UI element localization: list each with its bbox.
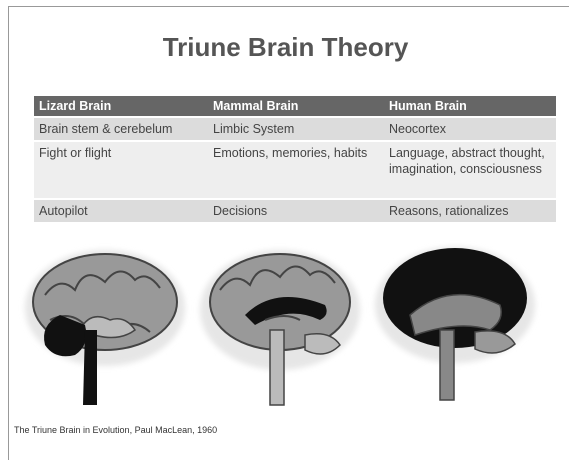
- cell: Reasons, rationalizes: [384, 200, 556, 222]
- cell: Autopilot: [34, 200, 208, 222]
- table-row: Fight or flight Emotions, memories, habi…: [34, 142, 556, 198]
- mammal-brain: [200, 250, 360, 406]
- caption: The Triune Brain in Evolution, Paul MacL…: [14, 425, 218, 435]
- header-cell: Lizard Brain: [34, 96, 208, 116]
- header-row: Lizard Brain Mammal Brain Human Brain: [34, 96, 556, 116]
- title: Triune Brain Theory: [162, 32, 409, 62]
- table-row: Brain stem & cerebelum Limbic System Neo…: [34, 118, 556, 140]
- cell: Language, abstract thought, imagination,…: [384, 142, 556, 198]
- cell: Emotions, memories, habits: [208, 142, 384, 198]
- brain-illustrations: [25, 247, 535, 406]
- cell: Neocortex: [384, 118, 556, 140]
- header-cell: Human Brain: [384, 96, 556, 116]
- cell: Limbic System: [208, 118, 384, 140]
- lizard-brain: [25, 250, 185, 405]
- header-cell: Mammal Brain: [208, 96, 384, 116]
- brain-table: Lizard Brain Mammal Brain Human Brain Br…: [34, 94, 556, 224]
- human-brain: [375, 247, 535, 401]
- cell: Fight or flight: [34, 142, 208, 198]
- cell: Decisions: [208, 200, 384, 222]
- cell: Brain stem & cerebelum: [34, 118, 208, 140]
- slide-frame: [8, 6, 569, 460]
- table-row: Autopilot Decisions Reasons, rationalize…: [34, 200, 556, 222]
